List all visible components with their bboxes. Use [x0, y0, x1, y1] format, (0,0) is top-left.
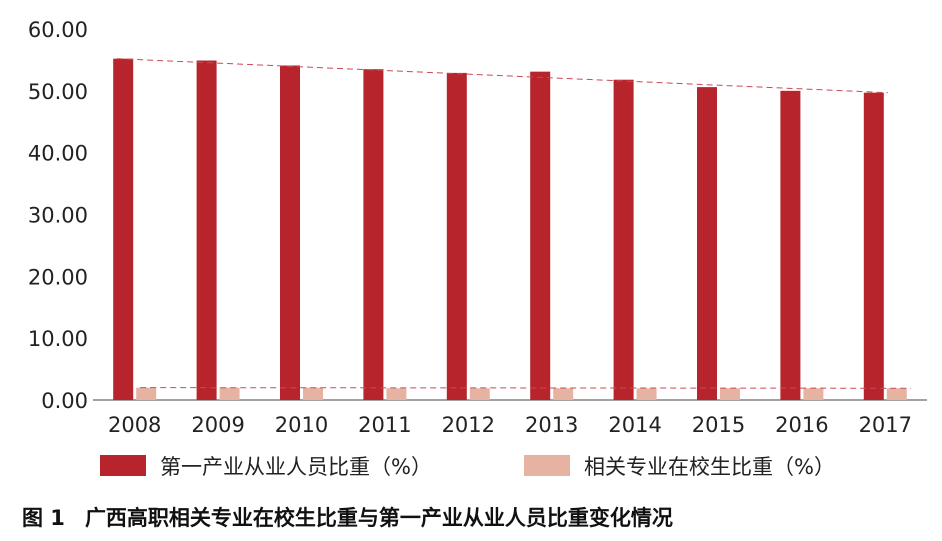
bar-students-2012 [469, 388, 490, 400]
y-tick-label: 40.00 [28, 142, 88, 166]
bar-students-2009 [219, 387, 240, 400]
legend-swatch-students [524, 455, 570, 476]
y-tick-label: 10.00 [28, 327, 88, 351]
bar-employment-2009 [196, 60, 217, 400]
x-tick-label: 2008 [108, 413, 161, 437]
bar-employment-2014 [613, 79, 634, 400]
x-tick-label: 2010 [275, 413, 328, 437]
bar-employment-2013 [530, 71, 551, 400]
y-axis-tick-labels: 0.00 10.00 20.00 30.00 40.00 50.00 60.00 [28, 18, 88, 413]
bar-employment-2010 [280, 65, 300, 401]
bar-students-2017 [886, 388, 907, 400]
figure-number: 图 1 [22, 506, 65, 530]
x-tick-label: 2015 [692, 413, 745, 437]
x-axis-tick-labels: 2008 2009 2010 2011 2012 2013 2014 2015 2016 2017 [108, 413, 912, 437]
bar-students-2014 [636, 388, 657, 400]
bar-employment-2015 [697, 87, 717, 400]
x-tick-label: 2013 [525, 413, 578, 437]
y-tick-label: 20.00 [28, 265, 88, 289]
bar-employment-2011 [363, 69, 384, 401]
bar-students-2015 [720, 388, 740, 400]
y-tick-label: 60.00 [28, 18, 88, 42]
bar-students-2010 [303, 387, 323, 400]
x-tick-label: 2009 [191, 413, 244, 437]
legend-swatch-employment [100, 455, 146, 476]
trendlines [117, 58, 911, 389]
bar-employment-2008 [113, 58, 134, 401]
y-tick-label: 30.00 [28, 204, 88, 228]
x-tick-label: 2016 [775, 413, 828, 437]
trendline-students [140, 387, 911, 389]
legend: 第一产业从业人员比重（%） 相关专业在校生比重（%） [100, 455, 835, 479]
trendline-employment [117, 58, 888, 94]
bar-employment-2012 [446, 72, 467, 400]
bar-students-2008 [136, 387, 157, 400]
y-tick-label: 50.00 [28, 80, 88, 104]
bar-students-2013 [553, 388, 574, 400]
figure-caption: 图 1 广西高职相关专业在校生比重与第一产业从业人员比重变化情况 [22, 502, 673, 532]
legend-label-students: 相关专业在校生比重（%） [584, 455, 835, 479]
x-tick-label: 2011 [358, 413, 411, 437]
bar-students-2011 [386, 388, 407, 400]
bars [113, 58, 907, 401]
figure-title: 广西高职相关专业在校生比重与第一产业从业人员比重变化情况 [84, 506, 673, 530]
x-tick-label: 2012 [442, 413, 495, 437]
bar-employment-2017 [863, 92, 884, 401]
legend-label-employment: 第一产业从业人员比重（%） [160, 455, 432, 479]
y-tick-label: 0.00 [41, 389, 88, 413]
x-tick-label: 2014 [608, 413, 661, 437]
bar-employment-2016 [780, 90, 801, 400]
bar-students-2016 [803, 388, 824, 400]
x-tick-label: 2017 [859, 413, 912, 437]
